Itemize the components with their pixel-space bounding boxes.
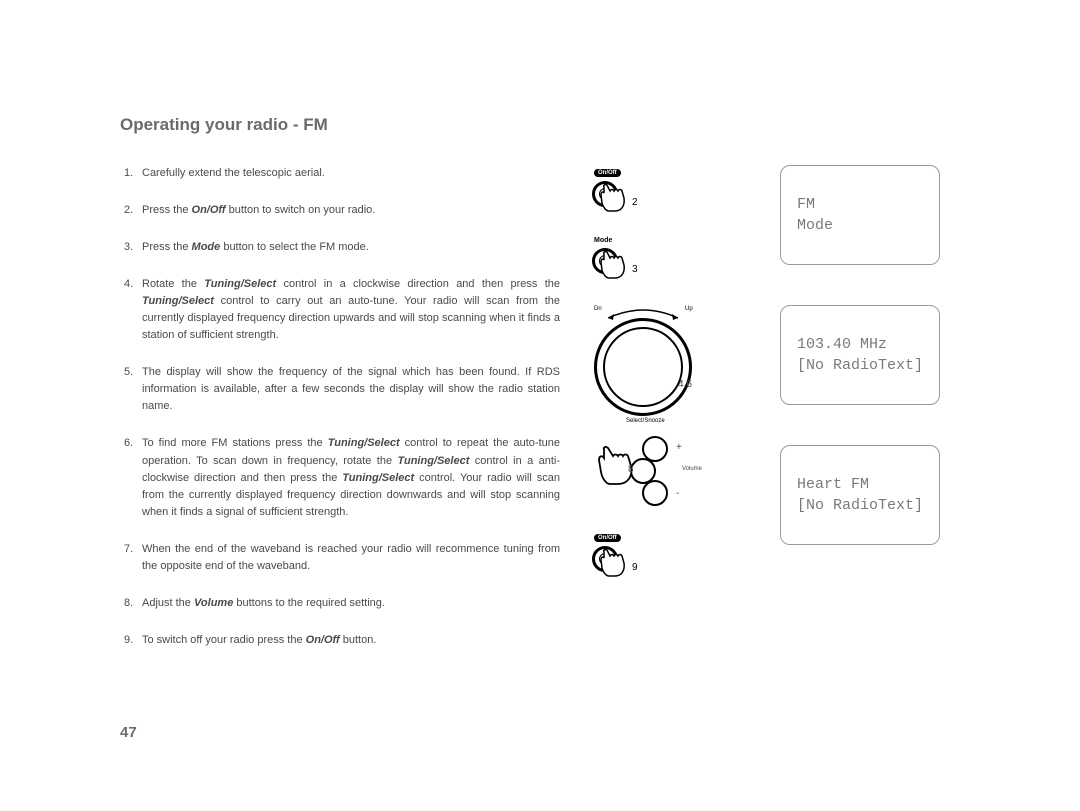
- step-num: 9.: [120, 632, 142, 649]
- hand-icon: [598, 444, 648, 490]
- plus-label: +: [676, 442, 682, 453]
- step-body: The display will show the frequency of t…: [142, 364, 560, 415]
- step-3: 3. Press the Mode button to select the F…: [120, 239, 560, 256]
- lcd-line: [No RadioText]: [797, 357, 923, 374]
- button-icon: 9: [590, 544, 640, 584]
- lcd-line: 103.40 MHz: [797, 336, 887, 353]
- figure-label: On/Off: [594, 169, 720, 177]
- step-body: To switch off your radio press the On/Of…: [142, 632, 560, 649]
- step-num: 7.: [120, 541, 142, 575]
- step-4: 4. Rotate the Tuning/Select control in a…: [120, 276, 560, 344]
- hand-icon: [600, 250, 636, 284]
- step-num: 6.: [120, 435, 142, 520]
- lcd-display-3: Heart FM [No RadioText]: [780, 445, 940, 545]
- step-body: Adjust the Volume buttons to the require…: [142, 595, 560, 612]
- step-body: Rotate the Tuning/Select control in a cl…: [142, 276, 560, 344]
- label-select: Select/Snooze: [626, 418, 665, 424]
- figure-number: 2: [632, 197, 638, 208]
- page-title: Operating your radio - FM: [120, 115, 980, 135]
- lcd-line: FM: [797, 196, 815, 213]
- volume-icon: + - Volume 8: [598, 436, 718, 516]
- hand-icon: [600, 183, 636, 217]
- figure-number: 4,6: [678, 379, 692, 390]
- step-num: 1.: [120, 165, 142, 182]
- lcd-line: [No RadioText]: [797, 497, 923, 514]
- step-body: Press the On/Off button to switch on you…: [142, 202, 560, 219]
- step-num: 5.: [120, 364, 142, 415]
- lcd-line: Heart FM: [797, 476, 869, 493]
- instructions-column: 1. Carefully extend the telescopic aeria…: [120, 165, 560, 669]
- figure-dial-46: Dn Up Select/Snooze 4,6: [590, 304, 720, 414]
- step-2: 2. Press the On/Off button to switch on …: [120, 202, 560, 219]
- step-9: 9. To switch off your radio press the On…: [120, 632, 560, 649]
- minus-label: -: [676, 488, 679, 499]
- figure-number: 8: [628, 464, 634, 475]
- content-row: 1. Carefully extend the telescopic aeria…: [120, 165, 980, 669]
- step-8: 8. Adjust the Volume buttons to the requ…: [120, 595, 560, 612]
- lcd-display-2: 103.40 MHz [No RadioText]: [780, 305, 940, 405]
- step-body: Press the Mode button to select the FM m…: [142, 239, 560, 256]
- step-5: 5. The display will show the frequency o…: [120, 364, 560, 415]
- lcd-line: Mode: [797, 217, 833, 234]
- figures-column: On/Off 2 Mode 3 Dn: [590, 165, 720, 669]
- lcd-display-1: FM Mode: [780, 165, 940, 265]
- figure-label: On/Off: [594, 534, 720, 542]
- label-volume: Volume: [682, 466, 702, 472]
- figure-number: 9: [632, 562, 638, 573]
- step-num: 3.: [120, 239, 142, 256]
- display-column: FM Mode 103.40 MHz [No RadioText] Heart …: [750, 165, 940, 669]
- figure-onoff-9: On/Off 9: [590, 534, 720, 584]
- figure-mode-3: Mode 3: [590, 237, 720, 286]
- figure-volume-8: + - Volume 8: [590, 436, 720, 516]
- step-num: 2.: [120, 202, 142, 219]
- figure-number: 3: [632, 264, 638, 275]
- step-body: When the end of the waveband is reached …: [142, 541, 560, 575]
- step-num: 4.: [120, 276, 142, 344]
- step-body: Carefully extend the telescopic aerial.: [142, 165, 560, 182]
- button-icon: 3: [590, 246, 640, 286]
- button-icon: 2: [590, 179, 640, 219]
- figure-label: Mode: [594, 237, 720, 244]
- step-6: 6. To find more FM stations press the Tu…: [120, 435, 560, 520]
- page-number: 47: [120, 724, 137, 741]
- dial-icon: Dn Up Select/Snooze 4,6: [590, 304, 705, 414]
- step-num: 8.: [120, 595, 142, 612]
- step-1: 1. Carefully extend the telescopic aeria…: [120, 165, 560, 182]
- figure-onoff-2: On/Off 2: [590, 169, 720, 219]
- step-7: 7. When the end of the waveband is reach…: [120, 541, 560, 575]
- hand-icon: [600, 548, 636, 582]
- step-body: To find more FM stations press the Tunin…: [142, 435, 560, 520]
